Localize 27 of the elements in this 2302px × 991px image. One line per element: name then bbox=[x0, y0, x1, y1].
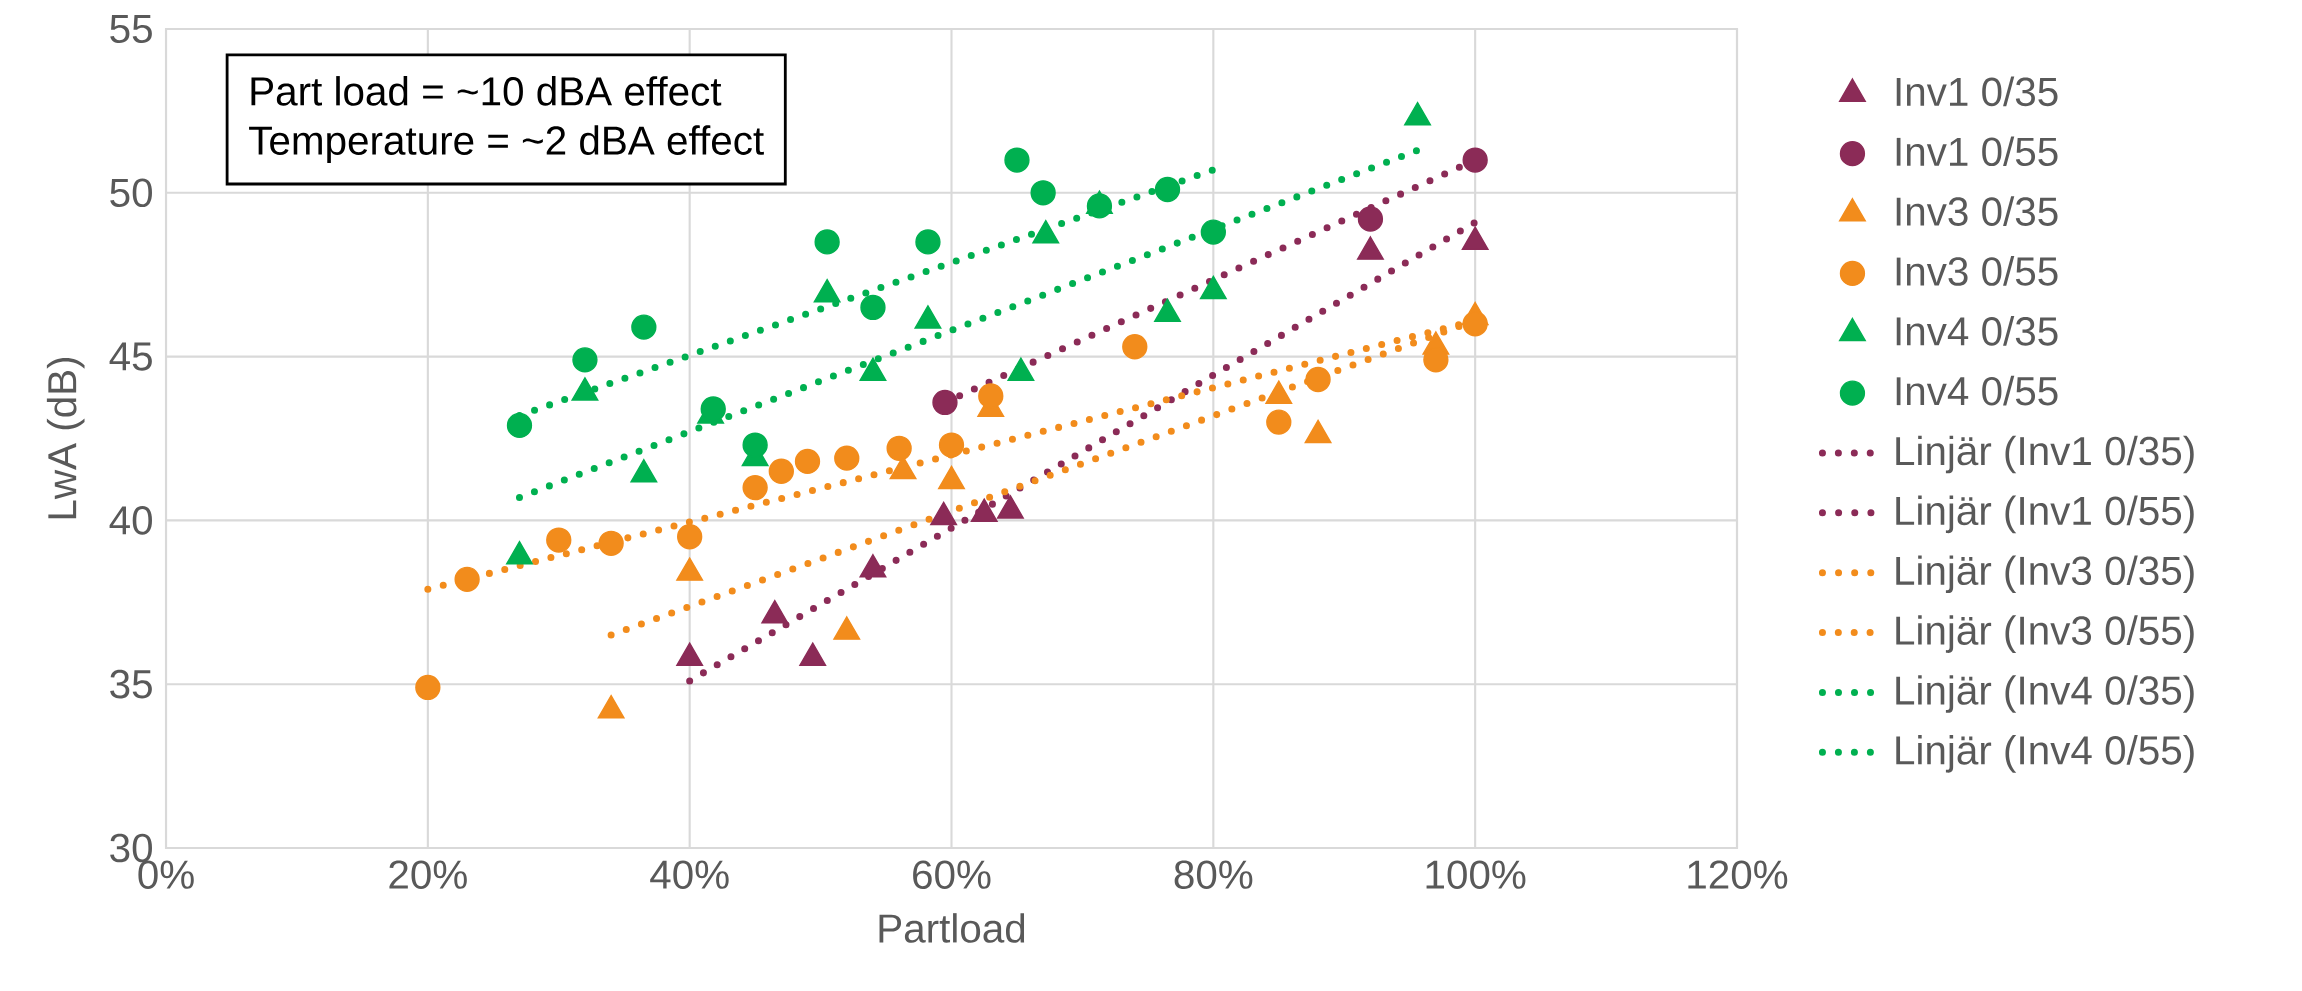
annotation: Part load = ~10 dBA effect bbox=[251, 76, 722, 106]
y-axis-title: LwA (dB) bbox=[46, 357, 85, 519]
x-tick-label: 120% bbox=[1688, 860, 1788, 890]
y-tick-label: 50 bbox=[110, 178, 152, 208]
y-tick-label: 45 bbox=[109, 342, 152, 371]
legend-label: Inv1 0/55 bbox=[1896, 136, 2058, 167]
x-tick-label: 80% bbox=[1174, 860, 1253, 890]
legend-label: Linjär (Inv1 0/35) bbox=[1896, 435, 2194, 474]
legend-label: Inv4 0/35 bbox=[1896, 316, 2058, 346]
legend-label: Linjär (Inv4 0/55) bbox=[1896, 735, 2194, 773]
legend-label: Inv3 0/35 bbox=[1896, 196, 2058, 226]
y-tick-label: 40 bbox=[109, 506, 152, 535]
legend-label: Linjär (Inv1 0/55) bbox=[1896, 495, 2194, 534]
legend-label: Inv4 0/55 bbox=[1896, 375, 2058, 406]
annotation: Temperature = ~2 dBA effect bbox=[249, 125, 764, 163]
legend-label: Inv1 0/35 bbox=[1896, 76, 2058, 107]
x-axis-title: Partload bbox=[879, 913, 1025, 943]
x-tick-label: 60% bbox=[913, 860, 991, 890]
legend-label: Linjär (Inv4 0/35) bbox=[1896, 675, 2194, 713]
x-tick-label: 40% bbox=[650, 860, 729, 890]
legend-label: Inv3 0/55 bbox=[1896, 256, 2058, 286]
y-tick-label: 55 bbox=[110, 14, 152, 44]
x-tick-label: 20% bbox=[389, 860, 467, 890]
legend-label: Linjär (Inv3 0/35) bbox=[1896, 555, 2194, 594]
x-tick-label: 100% bbox=[1426, 860, 1526, 890]
legend-label: Linjär (Inv3 0/55) bbox=[1896, 615, 2194, 653]
y-tick-label: 35 bbox=[110, 669, 152, 699]
